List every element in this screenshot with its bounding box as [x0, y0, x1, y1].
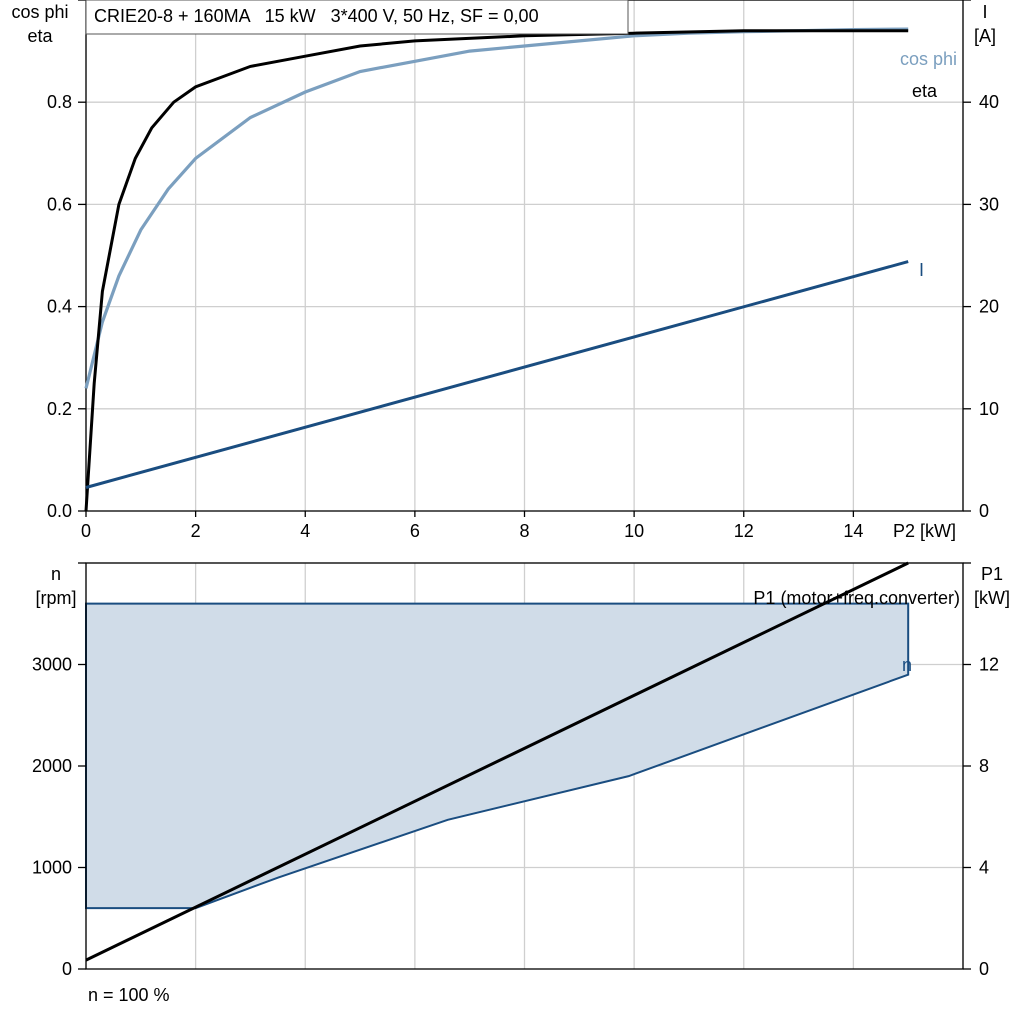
y-right-tick-label: 20	[979, 297, 999, 317]
x-tick-label: 12	[734, 521, 754, 541]
y-left-label-rpm: [rpm]	[35, 588, 76, 608]
x-tick-label: 10	[624, 521, 644, 541]
y-left-tick-label: 0.2	[47, 399, 72, 419]
y-right-label-p1: P1	[981, 564, 1003, 584]
y-right-tick-label: 12	[979, 655, 999, 675]
y-left-tick-label: 2000	[32, 756, 72, 776]
y-left-tick-label: 0.4	[47, 297, 72, 317]
y-right-tick-label: 0	[979, 959, 989, 979]
y-left-tick-label: 0.6	[47, 194, 72, 214]
y-left-label-cos-phi: cos phi	[11, 2, 68, 22]
x-tick-label: 2	[191, 521, 201, 541]
y-left-tick-label: 0	[62, 959, 72, 979]
y-left-label-n: n	[51, 564, 61, 584]
eta-legend-label: eta	[912, 81, 938, 101]
y-left-tick-label: 3000	[32, 655, 72, 675]
y-left-tick-label: 0.0	[47, 501, 72, 521]
x-tick-label: 8	[519, 521, 529, 541]
y-right-tick-label: 30	[979, 194, 999, 214]
y-right-tick-label: 10	[979, 399, 999, 419]
speed-band-area	[85, 602, 910, 910]
p1-legend-label: P1 (motor+freq.converter)	[753, 588, 960, 608]
bottom-ticks: 0 1000 2000 3000 0 4 8 12	[32, 562, 999, 979]
y-right-tick-label: 4	[979, 858, 989, 878]
y-right-label-kw: [kW]	[974, 588, 1010, 608]
y-right-label-current: I	[982, 2, 987, 22]
p1-series-line	[85, 561, 909, 962]
y-right-label-current-unit: [A]	[974, 26, 996, 46]
y-left-tick-label: 1000	[32, 858, 72, 878]
current-series-line	[85, 260, 909, 489]
chart-title: CRIE20-8 + 160MA 15 kW 3*400 V, 50 Hz, S…	[94, 6, 539, 26]
eta-series-line	[84, 29, 909, 512]
current-legend-label: I	[919, 260, 924, 280]
top-grid	[85, 0, 964, 511]
y-left-label-eta: eta	[27, 26, 53, 46]
y-right-tick-label: 0	[979, 501, 989, 521]
top-ticks: 0 2 4 6 8 10 12 14 0.0 0.2 0.4 0.6 0.8 0 10 20 30 40	[47, 0, 999, 541]
y-left-tick-label: 0.8	[47, 92, 72, 112]
x-axis-label: P2 [kW]	[893, 521, 956, 541]
x-tick-label: 4	[300, 521, 310, 541]
x-tick-label: 14	[843, 521, 863, 541]
top-chart: 0 2 4 6 8 10 12 14 0.0 0.2 0.4 0.6 0.8 0 10 20 30 40 CRIE…	[11, 0, 999, 541]
speed-footer-label: n = 100 %	[88, 985, 170, 1005]
y-right-tick-label: 8	[979, 756, 989, 776]
bottom-chart: 0 1000 2000 3000 0 4 8 12 n [rpm] P1 [kW] P1 (m…	[32, 561, 1010, 1005]
title-box	[85, 0, 629, 35]
x-tick-label: 6	[410, 521, 420, 541]
y-right-tick-label: 40	[979, 92, 999, 112]
cos-phi-legend-label: cos phi	[900, 49, 957, 69]
x-tick-label: 0	[81, 521, 91, 541]
n-legend-label: n	[902, 655, 912, 675]
